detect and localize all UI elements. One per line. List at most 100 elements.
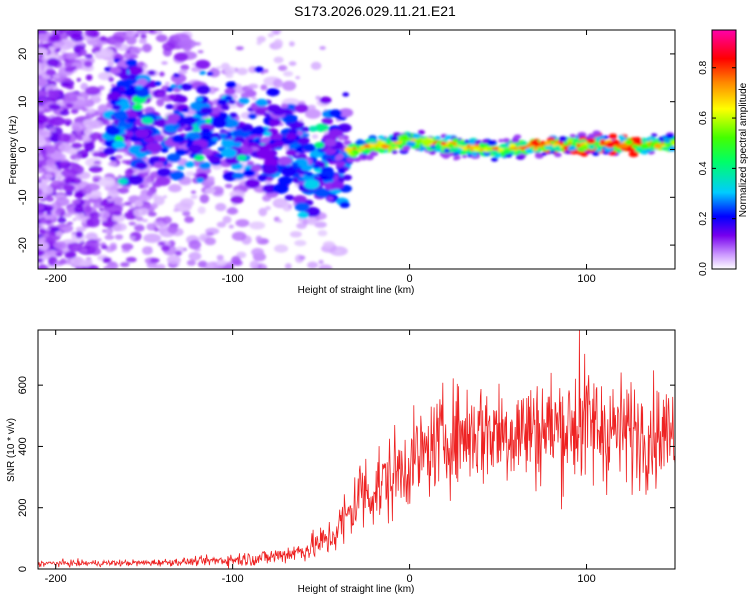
heatmap-cell — [206, 176, 215, 183]
heatmap-cell — [170, 84, 178, 89]
heatmap-cell — [38, 258, 43, 263]
heatmap-cell — [208, 156, 221, 164]
heatmap-cell — [153, 195, 165, 206]
heatmap-cell — [182, 116, 197, 126]
heatmap-cell — [346, 151, 353, 156]
heatmap-cell — [92, 218, 100, 223]
heatmap-cell — [166, 113, 180, 122]
heatmap-cell — [298, 217, 304, 223]
heatmap-cell — [166, 153, 181, 163]
heatmap-cell — [126, 35, 137, 45]
page-title: S173.2026.029.11.21.E21 — [294, 3, 456, 19]
heatmap-cell — [83, 60, 93, 68]
snr-frame — [37, 329, 676, 570]
heatmap-cell — [184, 161, 195, 168]
heatmap-cell — [38, 233, 44, 238]
heatmap-cell — [472, 153, 478, 157]
heatmap-cell — [38, 264, 49, 269]
heatmap-cell — [554, 145, 561, 149]
heatmap-cell — [102, 257, 111, 264]
heatmap-cell — [175, 250, 182, 256]
heatmap-cell — [109, 67, 122, 75]
heatmap-cell — [587, 133, 597, 139]
heatmap-cell — [558, 136, 568, 142]
heatmap-cell — [541, 152, 547, 156]
heatmap-cell — [190, 194, 198, 200]
heatmap-cell — [122, 88, 137, 97]
heatmap-cell — [147, 211, 157, 217]
heatmap-cell — [141, 116, 154, 125]
heatmap-cell — [175, 95, 188, 103]
heatmap-cell — [294, 202, 310, 212]
heatmap-cell — [421, 138, 431, 145]
heatmap-cell — [153, 161, 165, 169]
heatmap-cell — [58, 259, 67, 265]
heatmap-cell — [138, 208, 149, 215]
heatmap-cell — [75, 212, 85, 221]
heatmap-cell — [280, 103, 289, 109]
heatmap-cell — [124, 201, 132, 206]
heatmap-cell — [200, 106, 213, 115]
heatmap-cell — [596, 148, 603, 153]
heatmap-cell — [134, 200, 143, 208]
heatmap-cell — [173, 208, 180, 212]
heatmap-cell — [278, 156, 293, 166]
heatmap-cell — [247, 113, 257, 120]
heatmap-cell — [274, 244, 289, 253]
heatmap-cell — [107, 189, 120, 198]
heatmap-cell — [301, 126, 310, 133]
heatmap-cell — [136, 30, 149, 35]
heatmap-cell — [378, 148, 386, 153]
heatmap-cell — [230, 195, 244, 204]
heatmap-cell — [194, 154, 205, 162]
heatmap-cell — [88, 165, 103, 173]
heatmap-cell — [281, 166, 297, 177]
heatmap-cell — [599, 139, 606, 143]
heatmap-cell — [214, 87, 220, 92]
heatmap-cell — [294, 104, 309, 113]
heatmap-cell — [120, 262, 130, 268]
heatmap-cell — [158, 241, 166, 246]
heatmap-cell — [58, 143, 72, 152]
heatmap-cell — [310, 61, 322, 70]
heatmap-cell — [295, 76, 301, 80]
snr-y-label: SNR (10 * v/v) — [6, 418, 17, 482]
heatmap-cell — [661, 146, 669, 151]
heatmap-cell — [229, 112, 238, 118]
heatmap-cell — [266, 88, 280, 97]
heatmap-cell — [313, 164, 321, 169]
heatmap-cell — [347, 144, 354, 148]
heatmap-cell — [564, 150, 570, 154]
heatmap-cell — [234, 88, 243, 94]
heatmap-cell — [231, 162, 244, 171]
heatmap-cell — [38, 97, 49, 104]
heatmap-cell — [296, 121, 305, 127]
heatmap-cell — [278, 176, 293, 186]
heatmap-cell — [107, 91, 122, 101]
heatmap-cell — [294, 240, 307, 247]
heatmap-cell — [65, 30, 83, 38]
heatmap-cell — [184, 216, 195, 224]
heatmap-cell — [129, 75, 136, 80]
heatmap-cell — [150, 258, 160, 263]
heatmap-cell — [57, 133, 71, 143]
heatmap-cell — [302, 143, 316, 152]
heatmap-cell — [204, 237, 216, 246]
heatmap-cell — [101, 245, 108, 250]
heatmap-cell — [199, 70, 206, 75]
heatmap-cell — [278, 65, 288, 71]
heatmap-cell — [172, 134, 186, 144]
heatmap-cell — [558, 141, 565, 146]
heatmap-cell — [57, 216, 67, 224]
y-tick-label: 200 — [17, 499, 29, 517]
heatmap-cell — [331, 181, 344, 190]
heatmap-cell — [592, 151, 600, 156]
heatmap-cell — [88, 246, 97, 253]
heatmap-cell — [199, 161, 211, 170]
heatmap-cell — [236, 154, 247, 161]
heatmap-cell — [38, 67, 44, 77]
heatmap-cell — [453, 157, 459, 161]
heatmap-cell — [264, 180, 272, 185]
heatmap-cell — [265, 206, 271, 211]
heatmap-cell — [154, 227, 159, 232]
